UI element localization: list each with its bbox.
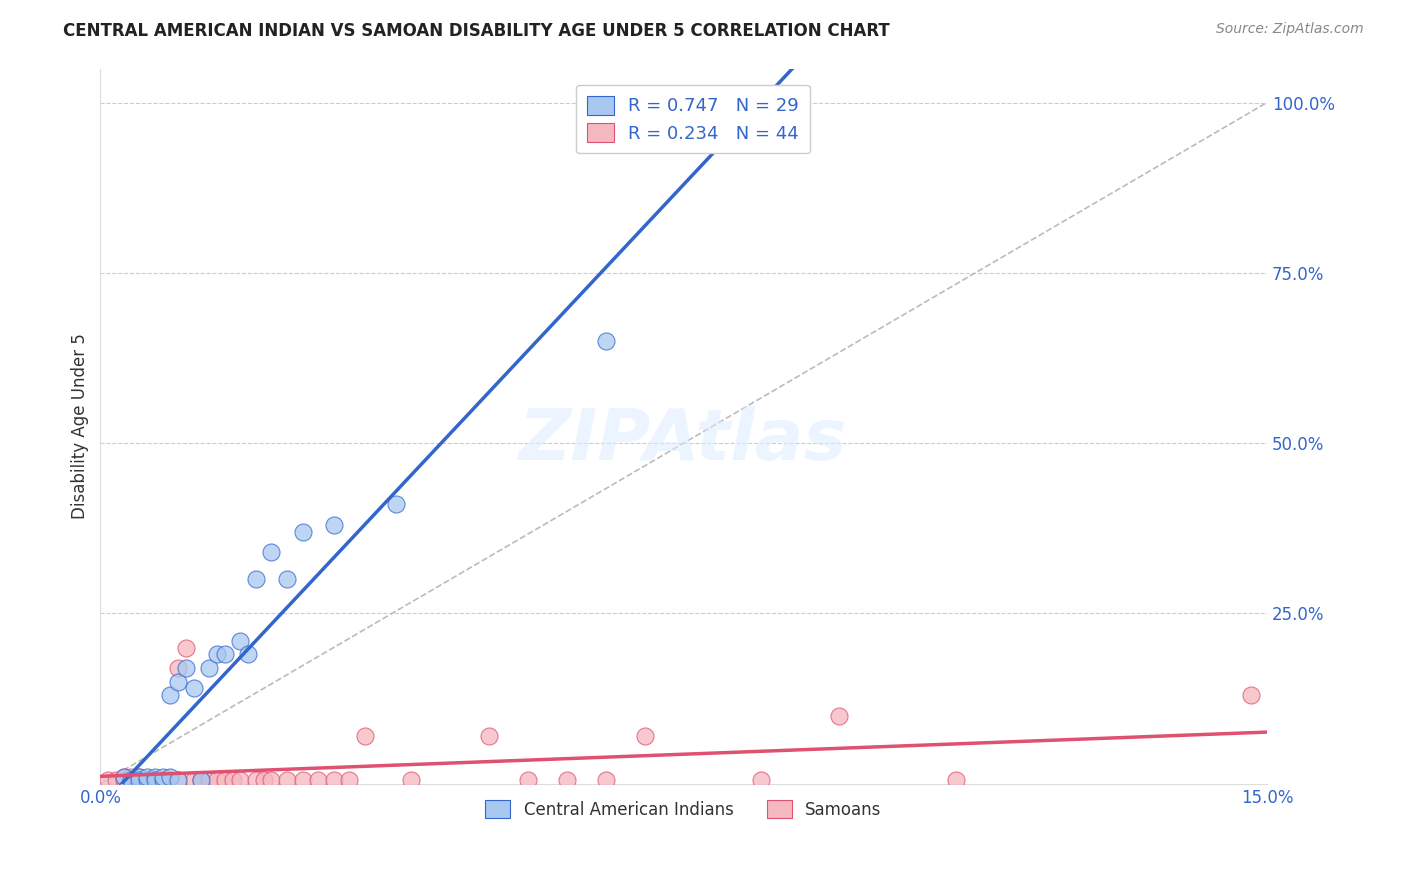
Point (167, 773, 190, 788)
Point (143, 773, 166, 788)
Point (174, 661, 197, 675)
Point (136, 773, 159, 788)
Point (159, 770, 181, 784)
Point (401, 773, 423, 788)
Point (97, 773, 120, 788)
Point (143, 770, 166, 784)
Point (104, 773, 127, 788)
Point (236, 648, 259, 662)
Point (190, 773, 212, 788)
Point (120, 773, 142, 788)
Point (183, 681, 205, 696)
Point (128, 770, 150, 784)
Y-axis label: Disability Age Under 5: Disability Age Under 5 (72, 334, 89, 519)
Point (136, 773, 159, 788)
Point (167, 661, 190, 675)
Point (322, 773, 344, 788)
Point (260, 773, 283, 788)
Point (276, 573, 298, 587)
Point (190, 773, 212, 788)
Point (276, 773, 298, 788)
Point (260, 545, 283, 559)
Point (112, 770, 135, 784)
Point (214, 648, 236, 662)
Point (120, 773, 142, 788)
Point (555, 773, 578, 788)
Point (128, 773, 150, 788)
Point (198, 661, 221, 675)
Point (143, 773, 166, 788)
Point (198, 773, 221, 788)
Point (291, 773, 314, 788)
Point (214, 773, 236, 788)
Point (152, 773, 174, 788)
Point (291, 524, 314, 539)
Point (517, 773, 540, 788)
Point (353, 729, 375, 743)
Point (167, 674, 190, 689)
Point (307, 773, 329, 788)
Point (159, 688, 181, 702)
Point (136, 773, 159, 788)
Point (322, 517, 344, 532)
Text: ZIPAtlas: ZIPAtlas (519, 406, 848, 475)
Point (253, 773, 276, 788)
Point (120, 770, 142, 784)
Point (595, 334, 617, 348)
Point (205, 773, 228, 788)
Point (128, 773, 150, 788)
Text: CENTRAL AMERICAN INDIAN VS SAMOAN DISABILITY AGE UNDER 5 CORRELATION CHART: CENTRAL AMERICAN INDIAN VS SAMOAN DISABI… (63, 22, 890, 40)
Text: Source: ZipAtlas.com: Source: ZipAtlas.com (1216, 22, 1364, 37)
Point (152, 773, 174, 788)
Point (945, 773, 967, 788)
Point (229, 633, 252, 648)
Point (183, 773, 205, 788)
Point (245, 773, 267, 788)
Point (152, 773, 174, 788)
Point (112, 770, 135, 784)
Point (112, 773, 135, 788)
Point (152, 770, 174, 784)
Point (1240, 688, 1263, 702)
Legend: Central American Indians, Samoans: Central American Indians, Samoans (479, 794, 889, 825)
Point (751, 773, 773, 788)
Point (229, 773, 252, 788)
Point (205, 648, 228, 662)
Point (167, 773, 190, 788)
Point (828, 708, 851, 723)
Point (221, 773, 243, 788)
Point (385, 498, 408, 512)
Point (245, 573, 267, 587)
Point (478, 729, 501, 743)
Point (337, 773, 360, 788)
Point (174, 640, 197, 655)
Point (159, 773, 181, 788)
Point (128, 770, 150, 784)
Point (143, 773, 166, 788)
Point (595, 773, 617, 788)
Point (634, 729, 657, 743)
Point (136, 770, 159, 784)
